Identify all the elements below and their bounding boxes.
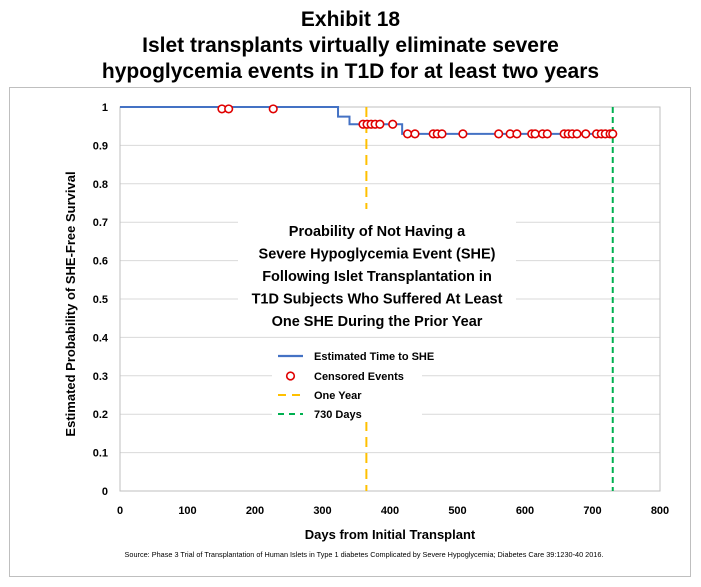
y-tick-label: 0.1 bbox=[93, 448, 108, 460]
censored-event-marker bbox=[581, 129, 591, 139]
plot-border bbox=[119, 106, 661, 492]
x-tick-label: 700 bbox=[583, 505, 601, 517]
x-tick-label: 800 bbox=[651, 505, 669, 517]
series-line-estimated-time-to-she bbox=[120, 106, 613, 135]
y-tick-label: 0.7 bbox=[93, 217, 108, 229]
y-tick-label: 0.9 bbox=[93, 140, 108, 152]
legend-label-one-year: One Year bbox=[314, 390, 362, 402]
censored-event-marker bbox=[458, 129, 468, 139]
exhibit-title-line-1: Islet transplants virtually eliminate se… bbox=[142, 34, 559, 57]
censored-event-marker bbox=[410, 129, 420, 139]
chart-frame bbox=[9, 87, 691, 577]
annotation-line-5: One SHE During the Prior Year bbox=[272, 314, 483, 330]
censored-event-marker bbox=[530, 129, 540, 139]
censored-event-marker bbox=[572, 129, 582, 139]
x-tick-label: 0 bbox=[117, 505, 123, 517]
annotation-line-3: Following Islet Transplantation in bbox=[262, 269, 492, 285]
censored-event-marker bbox=[494, 129, 504, 139]
x-tick-label: 500 bbox=[448, 505, 466, 517]
legend-label-730-days: 730 Days bbox=[314, 409, 362, 421]
y-tick-labels: 0 0.1 0.2 0.3 0.4 0.5 0.6 0.7 0.8 0.9 1 bbox=[93, 102, 109, 498]
censored-event-marker bbox=[224, 104, 234, 114]
legend-swatch-censored bbox=[285, 371, 296, 381]
censored-event-marker bbox=[608, 129, 618, 139]
legend-label-censored: Censored Events bbox=[314, 371, 404, 383]
x-tick-label: 400 bbox=[381, 505, 399, 517]
x-tick-labels: 0 100 200 300 400 500 600 700 800 bbox=[117, 505, 669, 517]
x-tick-label: 300 bbox=[313, 505, 331, 517]
x-axis-title: Days from Initial Transplant bbox=[305, 527, 476, 542]
y-axis-title: Estimated Probability of SHE-Free Surviv… bbox=[63, 171, 78, 436]
y-tick-label: 0 bbox=[102, 486, 108, 498]
censored-event-marker bbox=[402, 129, 413, 139]
censored-event-marker bbox=[542, 129, 552, 139]
censored-event-marker bbox=[437, 129, 447, 139]
x-tick-label: 200 bbox=[246, 505, 264, 517]
censored-event-marker bbox=[512, 129, 522, 139]
censored-event-marker bbox=[268, 104, 278, 114]
series bbox=[120, 106, 613, 135]
censored-event-marker bbox=[388, 119, 398, 129]
y-tick-label: 0.8 bbox=[93, 179, 108, 191]
censored-event-marker bbox=[375, 119, 385, 129]
y-tick-label: 1 bbox=[102, 102, 108, 114]
y-tick-label: 0.2 bbox=[93, 409, 108, 421]
censored-markers bbox=[217, 104, 618, 139]
y-tick-label: 0.6 bbox=[93, 256, 108, 268]
annotation-line-4: T1D Subjects Who Suffered At Least bbox=[252, 292, 503, 308]
annotation-line-2: Severe Hypoglycemia Event (SHE) bbox=[259, 247, 496, 263]
source-note: Source: Phase 3 Trial of Transplantation… bbox=[125, 550, 604, 559]
y-tick-label: 0.4 bbox=[93, 332, 109, 344]
annotation-line-1: Proability of Not Having a bbox=[289, 224, 466, 240]
y-tick-label: 0.3 bbox=[93, 371, 108, 383]
legend-label-estimated-time: Estimated Time to SHE bbox=[314, 351, 434, 363]
x-tick-label: 100 bbox=[178, 505, 196, 517]
exhibit-title-line-2: hypoglycemia events in T1D for at least … bbox=[101, 60, 600, 83]
exhibit-number: Exhibit 18 bbox=[300, 8, 401, 31]
x-tick-label: 600 bbox=[516, 505, 534, 517]
annotation-box: Proability of Not Having a Severe Hypogl… bbox=[238, 210, 516, 330]
legend: Estimated Time to SHE Censored Events On… bbox=[272, 346, 434, 422]
y-tick-label: 0.5 bbox=[93, 294, 108, 306]
